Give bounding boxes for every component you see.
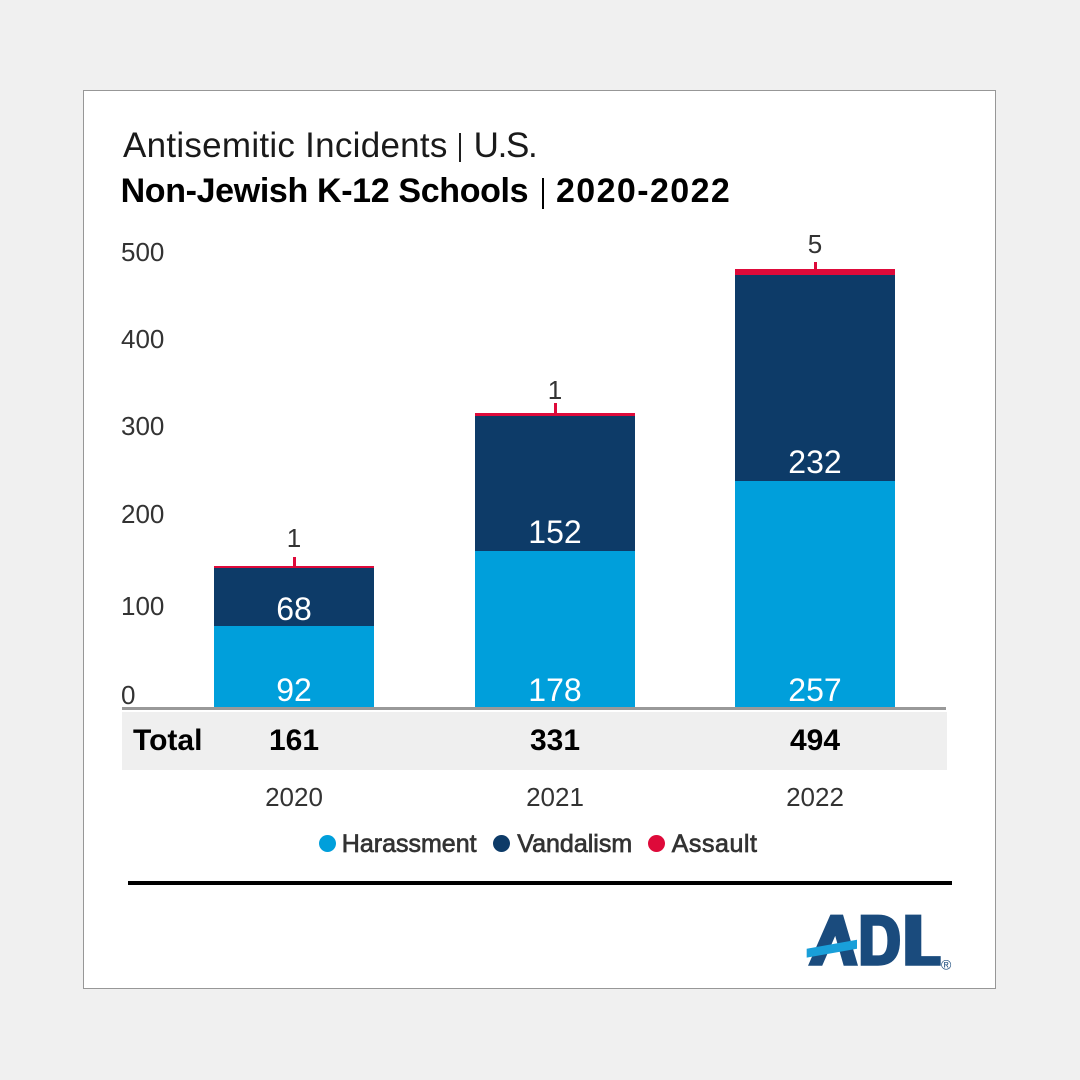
- svg-text:®: ®: [941, 957, 952, 973]
